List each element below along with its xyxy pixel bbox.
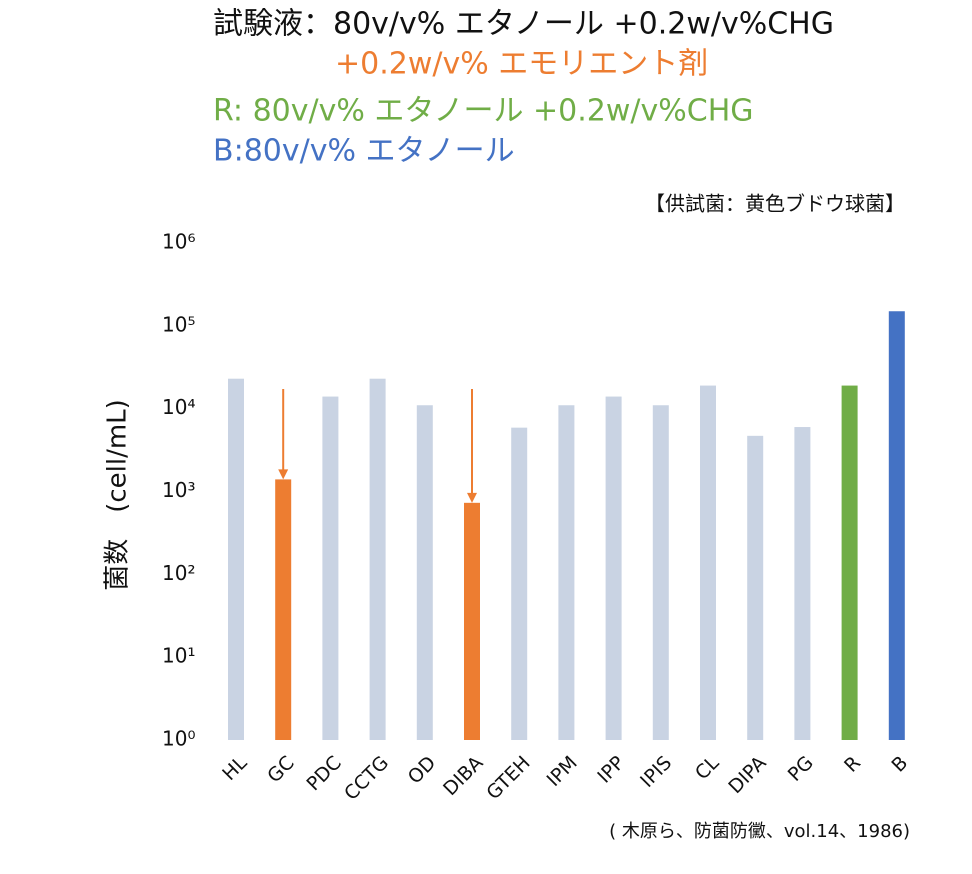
- x-tick-label: R: [840, 752, 865, 777]
- y-tick-label: 10³: [162, 478, 195, 502]
- title-line: B:80v/v% エタノール: [213, 134, 515, 169]
- source: ( 木原ら、防菌防黴、vol.14、1986): [609, 821, 910, 842]
- x-tick-label: PG: [784, 752, 818, 786]
- x-tick-label: DIBA: [439, 752, 487, 800]
- x-tick-label: OD: [404, 752, 440, 788]
- y-tick-label: 10⁶: [162, 230, 195, 254]
- x-tick-label: B: [887, 752, 912, 777]
- y-tick-label: 10⁵: [162, 312, 195, 336]
- bar: [322, 396, 339, 740]
- bar: [228, 378, 244, 740]
- y-tick-label: 10¹: [162, 644, 195, 668]
- bar: [275, 479, 292, 740]
- x-tick-label: GTEH: [482, 752, 534, 804]
- x-tick-label: CCTG: [340, 752, 393, 805]
- bar: [464, 502, 480, 740]
- y-tick-label: 10⁴: [162, 395, 195, 419]
- x-tick-label: IPP: [593, 752, 629, 788]
- y-tick-label: 10²: [162, 561, 195, 585]
- bar: [794, 427, 811, 740]
- subtitle: 【供試菌：黄色ブドウ球菌】: [645, 192, 905, 216]
- y-axis-label: 菌数 (cell/mL): [103, 399, 133, 591]
- bar: [558, 405, 575, 740]
- y-tick-label: 10⁰: [162, 727, 195, 751]
- bar: [605, 396, 622, 740]
- x-tick-label: DIPA: [724, 752, 770, 798]
- title-line: 試験液：80v/v% エタノール +0.2w/v%CHG: [213, 7, 834, 42]
- x-tick-label: HL: [218, 752, 251, 785]
- x-tick-label: GC: [263, 752, 298, 787]
- bar: [747, 435, 764, 740]
- arrow-head: [467, 492, 477, 503]
- x-tick-label: IPIS: [636, 752, 676, 792]
- title-line: +0.2w/v% エモリエント剤: [335, 47, 708, 82]
- bar: [700, 385, 716, 740]
- arrow-head: [278, 469, 289, 480]
- bar: [511, 427, 528, 740]
- bar: [369, 378, 386, 740]
- x-tick-label: IPM: [543, 752, 582, 791]
- x-tick-label: CL: [691, 752, 724, 785]
- bar: [841, 385, 858, 740]
- bar: [888, 311, 905, 740]
- bar: [652, 405, 669, 740]
- bar: [416, 405, 433, 740]
- title-line: R: 80v/v% エタノール +0.2w/v%CHG: [213, 94, 754, 129]
